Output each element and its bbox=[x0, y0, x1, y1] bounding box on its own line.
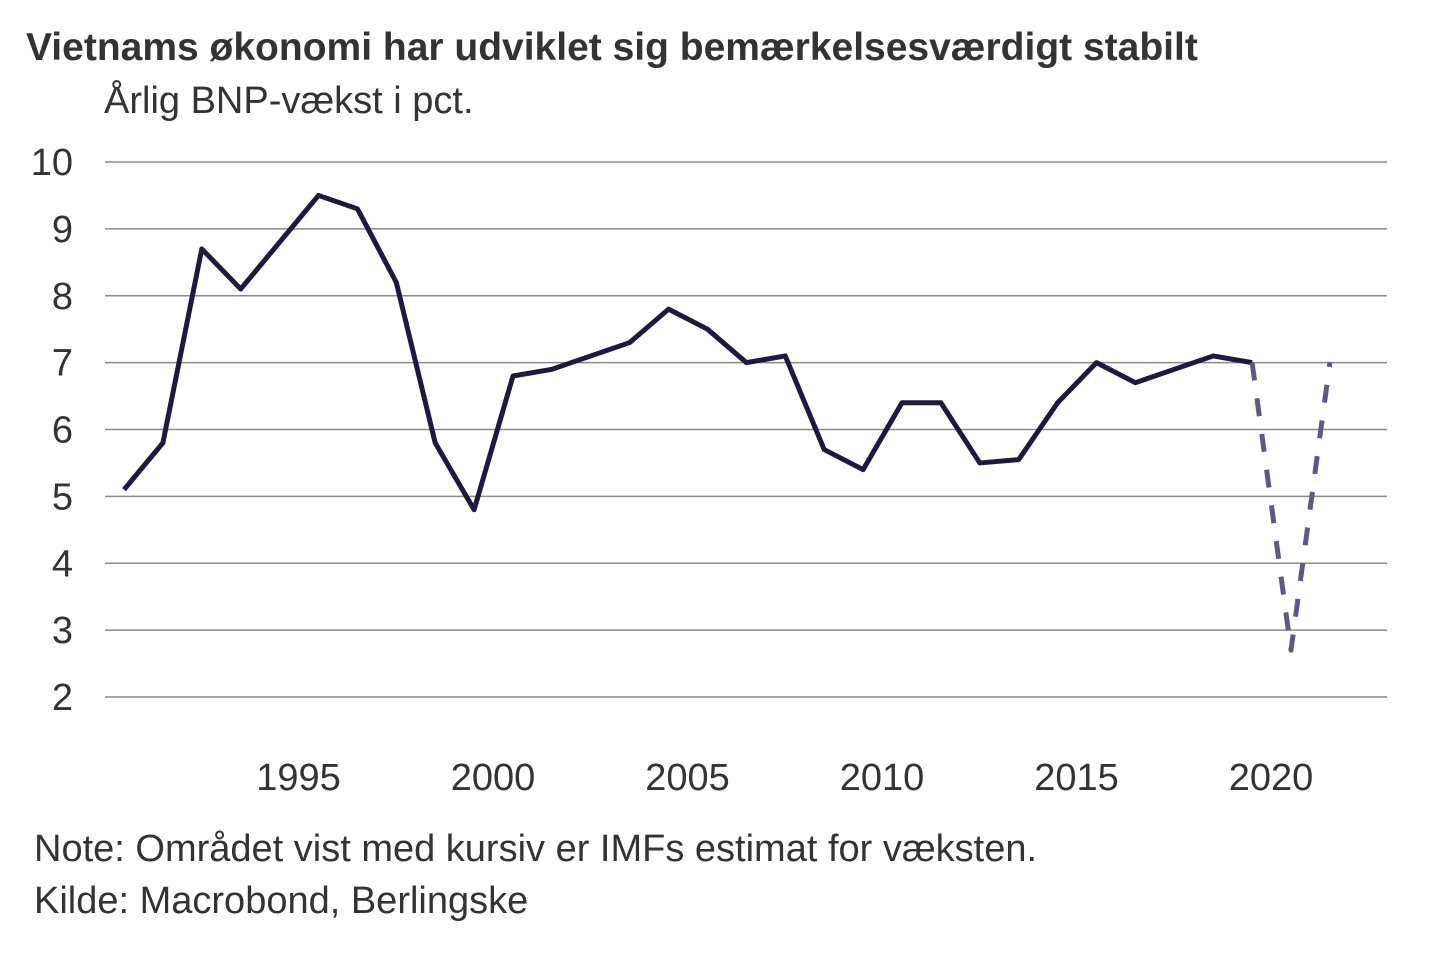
y-tick-label: 9 bbox=[52, 209, 73, 251]
y-tick-label: 5 bbox=[52, 476, 73, 518]
x-tick-label: 2005 bbox=[645, 757, 730, 799]
x-tick-label: 2015 bbox=[1034, 757, 1119, 799]
y-tick-label: 6 bbox=[52, 410, 73, 452]
chart-title: Vietnams økonomi har udviklet sig bemærk… bbox=[26, 26, 1198, 69]
y-tick-label: 4 bbox=[52, 543, 73, 585]
y-tick-label: 8 bbox=[52, 276, 73, 318]
y-tick-label: 2 bbox=[52, 677, 73, 719]
x-tick-label: 2020 bbox=[1229, 757, 1314, 799]
chart-source: Kilde: Macrobond, Berlingske bbox=[34, 880, 529, 922]
x-tick-label: 2000 bbox=[451, 757, 536, 799]
x-tick-label: 2010 bbox=[840, 757, 925, 799]
actual-series-line bbox=[122, 192, 1253, 513]
y-tick-label: 10 bbox=[31, 142, 73, 184]
chart-note: Note: Området vist med kursiv er IMFs es… bbox=[34, 828, 1038, 870]
estimate-series-line bbox=[1249, 362, 1333, 653]
y-tick-label: 3 bbox=[52, 610, 73, 652]
y-axis-label: Årlig BNP-vækst i pct. bbox=[104, 80, 474, 122]
y-tick-label: 7 bbox=[52, 343, 73, 385]
x-tick-label: 1995 bbox=[256, 757, 341, 799]
